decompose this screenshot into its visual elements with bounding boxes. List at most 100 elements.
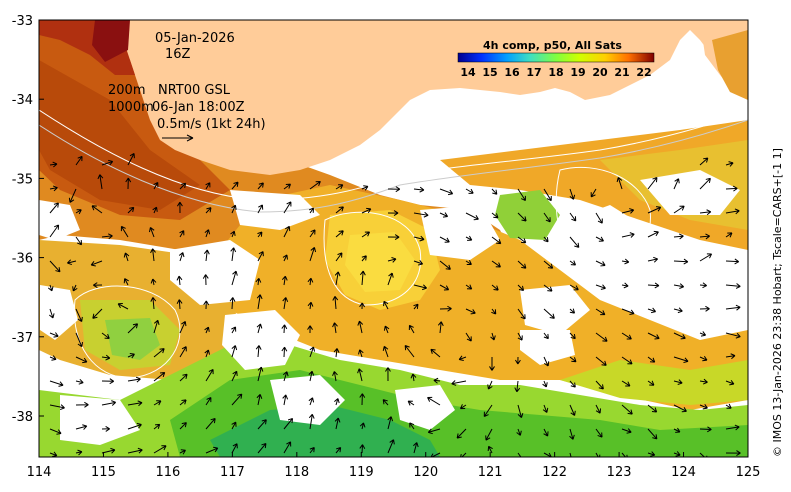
current-arrow [75,449,83,456]
current-arrow [361,231,371,238]
current-arrow [543,236,549,243]
isobaths [39,109,748,379]
current-arrow [256,294,263,310]
current-arrow [75,424,88,430]
current-arrow [307,277,314,286]
current-arrow [231,326,237,334]
current-arrow [335,184,344,190]
current-arrow [439,284,450,291]
current-arrow [231,181,239,190]
current-arrow [595,212,603,224]
current-arrow [569,188,576,200]
current-arrow [148,227,155,238]
y-tick-label: -35 [12,172,33,187]
current-arrow [333,348,340,358]
current-arrow [179,373,188,382]
colorbar-gradient [457,52,655,63]
colorbar-tick-label: 21 [614,66,629,79]
current-arrow [123,278,129,286]
current-arrow [179,449,186,455]
current-arrow [179,321,187,334]
current-arrow [439,305,452,312]
current-arrow [283,441,292,454]
current-arrow [230,230,236,238]
current-arrow [308,370,315,382]
current-arrow [231,370,238,382]
current-arrow [543,308,555,319]
current-arrow [179,230,185,238]
current-arrow [543,212,551,223]
current-arrow [569,332,576,340]
current-arrow [517,236,527,244]
current-arrow [205,417,216,430]
current-arrow [413,442,419,454]
current-arrow [569,428,575,440]
y-tick-label: -34 [12,93,33,108]
current-arrow [257,442,267,454]
x-axis: 114 115 116 117 118 119 120 121 122 123 124 125 [27,452,760,480]
current-arrow [67,259,77,266]
colorbar-tick-label: 17 [526,66,541,79]
current-arrow [699,378,708,385]
current-arrow [673,332,686,340]
current-arrow [569,212,577,222]
current-arrow [332,322,338,334]
current-arrow [427,396,441,406]
x-tick-label: 122 [542,465,567,480]
current-arrow [725,379,735,386]
current-arrow [383,300,389,310]
x-tick-label: 124 [671,465,696,480]
current-arrow [231,345,238,358]
current-arrow [283,225,291,238]
y-tick-label: -33 [12,14,33,29]
current-arrow [517,308,526,320]
current-arrow [595,332,608,342]
current-arrow [456,428,467,439]
current-arrow [543,260,554,269]
current-arrow [485,428,493,441]
date-label: 05-Jan-2026 [155,31,235,46]
current-arrow [202,274,209,286]
current-arrow [517,332,523,341]
current-arrow [595,284,606,290]
current-arrow [387,416,394,430]
current-arrow [150,278,157,286]
current-arrow [699,177,711,190]
current-arrow [673,404,687,413]
current-arrow [699,355,708,362]
current-arrow [48,308,55,319]
current-arrow [621,380,631,387]
current-arrow [542,404,549,413]
current-arrow [517,188,526,201]
current-time-label: 06-Jan 18:00Z [152,100,245,115]
current-arrow [75,155,83,166]
current-arrow [150,248,156,262]
current-arrow [647,176,658,190]
current-arrow [282,297,289,310]
current-arrow [595,404,602,414]
current-arrow [673,451,681,457]
y-tick-label: -36 [12,252,33,267]
current-arrow [517,212,527,222]
current-arrow [465,235,473,241]
current-arrow [699,331,707,337]
current-arrow [307,301,314,310]
current-arrow [90,260,103,267]
current-arrow [413,211,429,218]
current-arrow [357,368,363,382]
current-arrow [387,210,399,216]
current-arrow [101,354,111,361]
current-arrow [178,252,185,262]
current-arrow [699,426,712,433]
current-arrow [204,349,210,358]
current-arrow [621,404,633,415]
current-arrow [673,379,683,385]
current-arrow [229,297,236,310]
current-arrow [413,303,419,310]
current-arrow [725,403,732,409]
current-arrow [153,319,160,334]
current-arrow [725,332,741,339]
current-arrow [569,308,576,314]
current-arrow [101,425,110,432]
current-arrow [125,177,132,190]
